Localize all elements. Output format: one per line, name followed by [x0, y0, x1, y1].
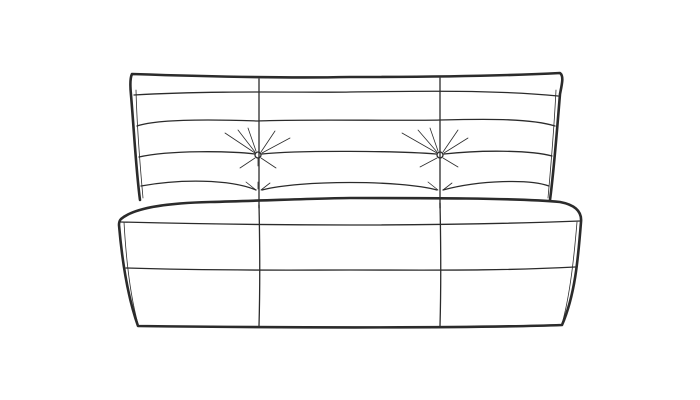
backrest-inner-edge [135, 89, 557, 199]
back-stitch-1 [133, 90, 559, 97]
tuft-creases [224, 127, 291, 169]
seat-piping-left [123, 221, 139, 325]
backrest-outline [129, 71, 564, 202]
back-stitch-4 [140, 180, 550, 191]
tufts [224, 127, 469, 191]
seat-front-edge [120, 220, 581, 226]
seat [117, 196, 583, 329]
tuft-creases [401, 127, 469, 168]
back-stitch-3 [138, 150, 553, 158]
seat-seam-right [439, 202, 442, 327]
seat-piping-right [561, 221, 578, 325]
seat-outline [117, 196, 583, 329]
seat-stitch [125, 266, 576, 271]
tuft-creases-low [245, 181, 453, 191]
seat-seam-left [258, 204, 261, 327]
back-stitch-2 [136, 118, 556, 127]
